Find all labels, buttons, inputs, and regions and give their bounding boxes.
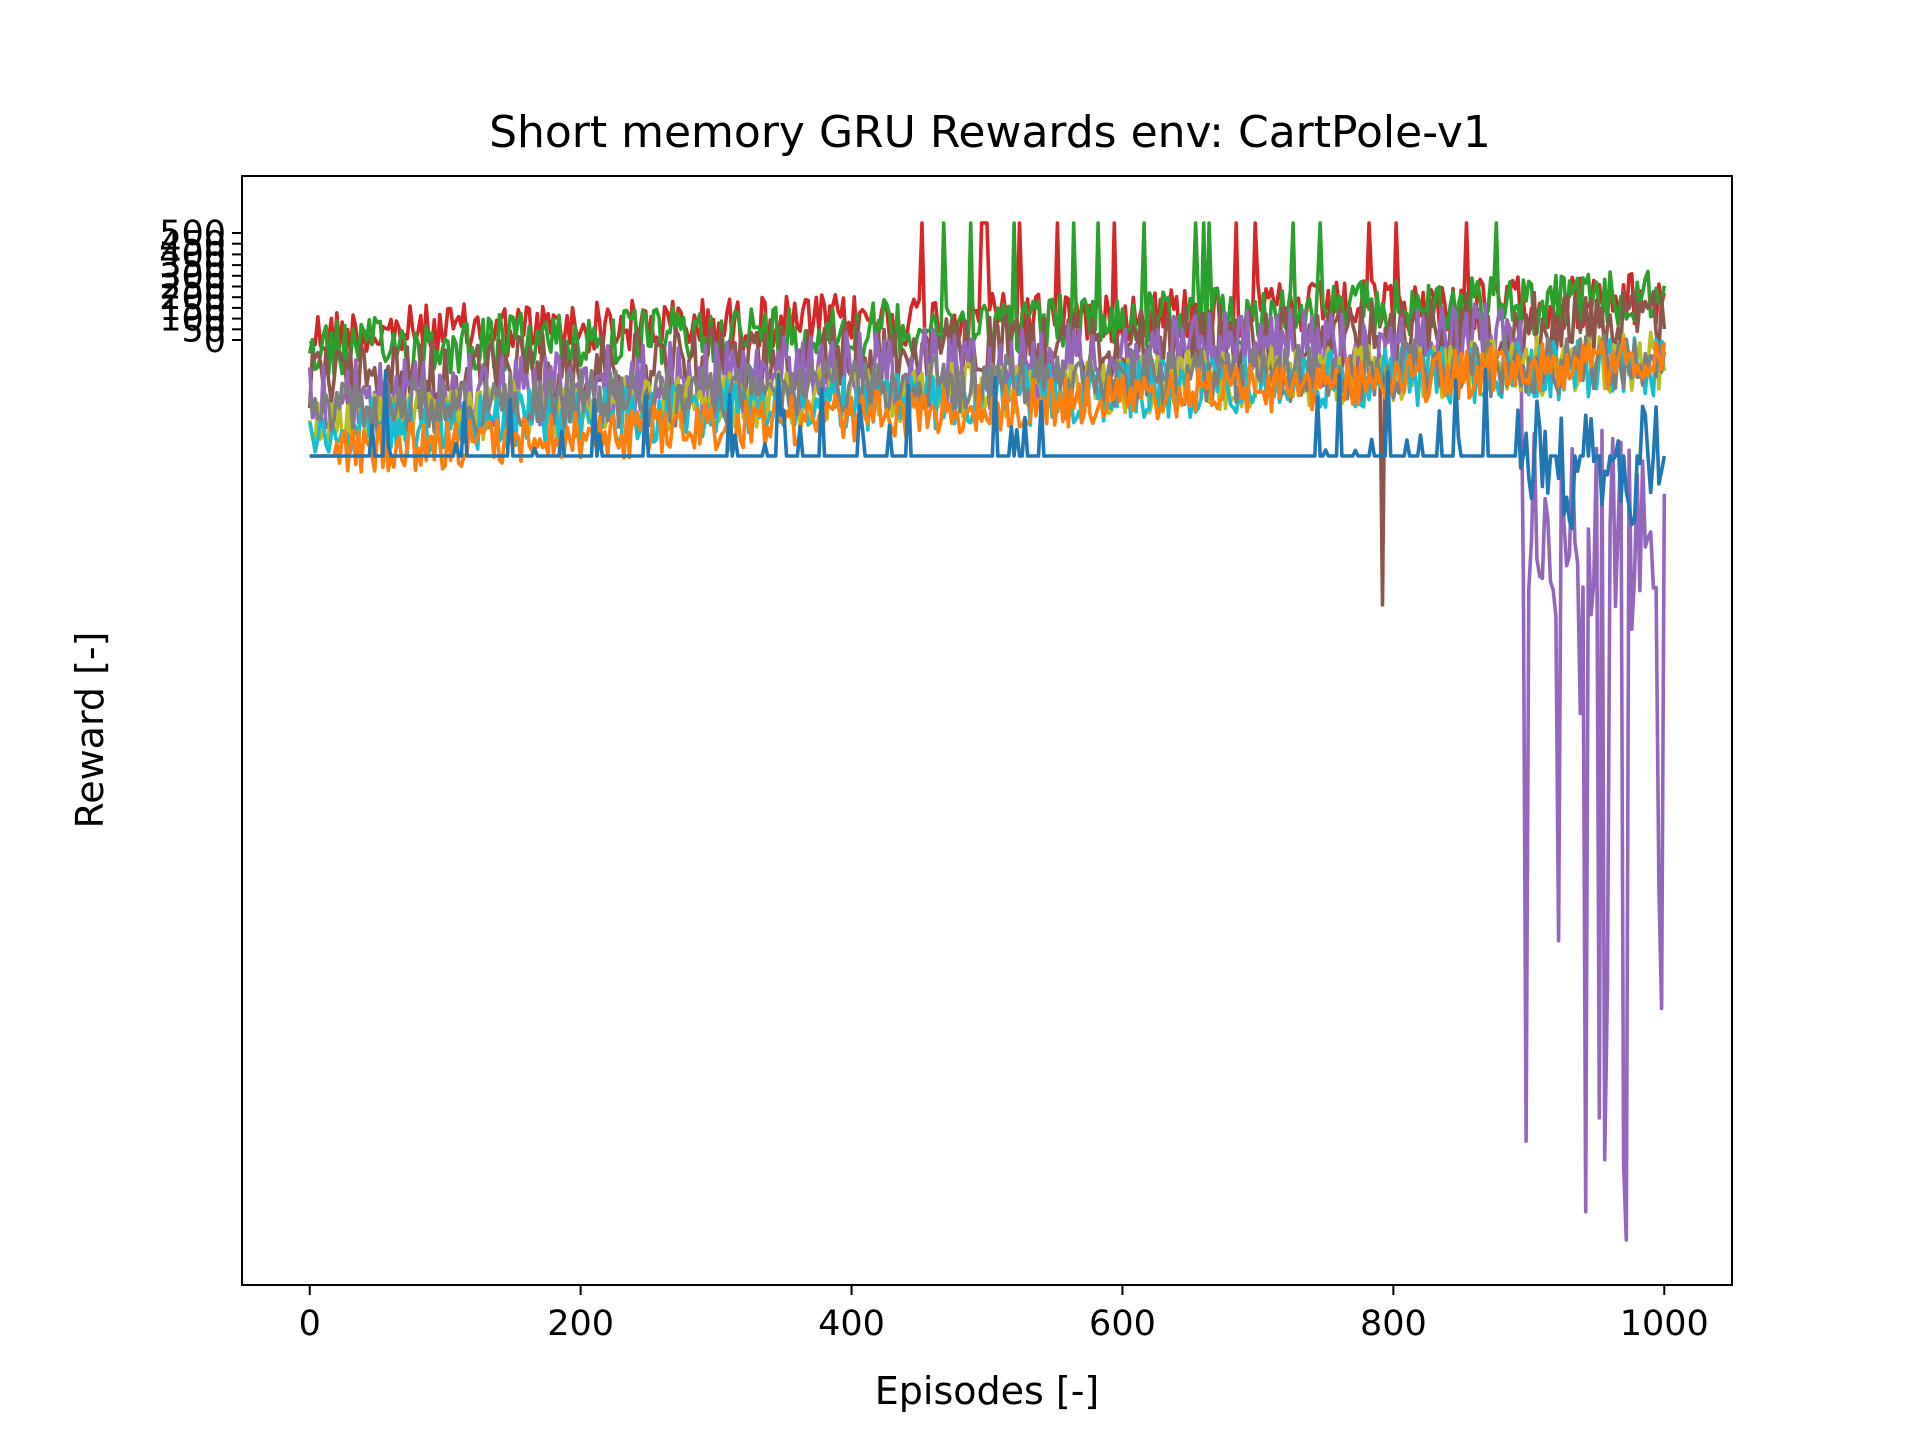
x-tick-label: 600 xyxy=(1089,1304,1156,1344)
x-axis: 0 200 400 600 800 1000 xyxy=(299,1285,1709,1344)
y-tick-label: 250 xyxy=(159,268,226,308)
y-tick-label: 350 xyxy=(159,246,226,286)
y-tick-label: 300 xyxy=(159,257,226,297)
y-tick-label: 150 xyxy=(159,289,226,329)
x-tick-label: 0 xyxy=(299,1304,321,1344)
y-tick-label: 50 xyxy=(181,310,226,350)
series-line xyxy=(307,221,1667,377)
series-layer xyxy=(307,221,1667,1242)
y-tick-label: 200 xyxy=(159,278,226,318)
y-tick-label: 100 xyxy=(159,300,226,340)
x-tick-label: 1000 xyxy=(1620,1304,1709,1344)
y-tick-label: 500 xyxy=(159,214,226,254)
chart-title: Short memory GRU Rewards env: CartPole-v… xyxy=(489,107,1491,158)
y-tick-label: 400 xyxy=(159,235,226,275)
x-tick-label: 800 xyxy=(1360,1304,1427,1344)
x-tick-label: 200 xyxy=(547,1304,614,1344)
series-line xyxy=(309,337,1667,474)
plot-frame xyxy=(241,175,1733,1286)
y-tick-label: 450 xyxy=(159,225,226,265)
x-axis-label: Episodes [-] xyxy=(875,1369,1099,1413)
y-tick-label: 0 xyxy=(204,321,226,361)
x-tick-label: 400 xyxy=(818,1304,885,1344)
y-axis-label: Reward [-] xyxy=(68,632,112,829)
series-line xyxy=(309,367,1667,531)
series-line xyxy=(307,333,1667,440)
